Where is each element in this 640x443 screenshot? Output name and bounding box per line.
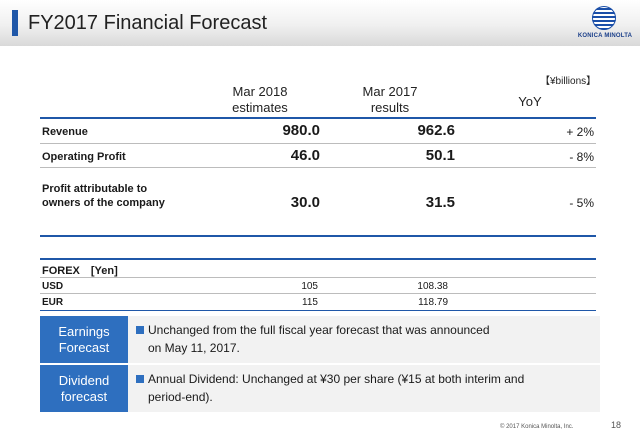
- logo-text: KONICA MINOLTA: [577, 33, 633, 39]
- row-label-profit-attributable: Profit attributable to owners of the com…: [42, 182, 165, 210]
- table-top-rule: [40, 117, 596, 119]
- earnings-forecast-text-line2: on May 11, 2017.: [148, 341, 240, 355]
- row-label-revenue: Revenue: [42, 126, 88, 138]
- forex-divider: [40, 277, 596, 278]
- row-label-line2: owners of the company: [42, 197, 165, 209]
- profit-attributable-result: 31.5: [425, 194, 455, 211]
- col-head-estimates-line1: Mar 2018: [232, 84, 288, 99]
- operating-profit-yoy: - 8%: [569, 150, 594, 164]
- revenue-yoy: + 2%: [566, 125, 594, 139]
- dividend-forecast-box: Dividend forecast Annual Dividend: Uncha…: [40, 365, 600, 412]
- row-divider: [40, 167, 596, 168]
- profit-attributable-yoy: - 5%: [569, 196, 594, 210]
- revenue-estimate: 980.0: [282, 122, 320, 139]
- earnings-forecast-label: Earnings Forecast: [40, 316, 128, 363]
- revenue-result: 962.6: [417, 122, 455, 139]
- dividend-forecast-text: Annual Dividend: Unchanged at ¥30 per sh…: [148, 370, 588, 406]
- col-head-results: Mar 2017 results: [340, 84, 440, 116]
- forex-label-eur: EUR: [42, 297, 64, 308]
- operating-profit-result: 50.1: [425, 147, 455, 164]
- earnings-forecast-box: Earnings Forecast Unchanged from the ful…: [40, 316, 600, 363]
- title-accent-bar: [12, 10, 18, 36]
- forex-top-rule: [40, 258, 596, 260]
- row-divider: [40, 143, 596, 144]
- forex-eur-estimate: 115: [302, 297, 318, 308]
- col-head-results-line1: Mar 2017: [362, 84, 418, 99]
- logo-globe-icon: [592, 6, 616, 30]
- dividend-forecast-label: Dividend forecast: [40, 365, 128, 412]
- dividend-forecast-label-line1: Dividend: [58, 372, 110, 388]
- col-head-yoy: YoY: [518, 94, 542, 109]
- square-bullet-icon: [136, 326, 144, 334]
- forex-label-usd: USD: [42, 281, 64, 292]
- forex-usd-estimate: 105: [301, 281, 318, 292]
- company-logo: KONICA MINOLTA: [576, 6, 634, 42]
- row-label-line1: Profit attributable to: [42, 183, 148, 195]
- forex-eur-result: 118.79: [418, 297, 448, 308]
- table-bottom-rule: [40, 235, 596, 237]
- earnings-forecast-label-line1: Earnings: [58, 323, 110, 339]
- forex-divider: [40, 293, 596, 294]
- dividend-forecast-text-line2: period-end).: [148, 390, 213, 404]
- dividend-forecast-text-line1: Annual Dividend: Unchanged at ¥30 per sh…: [148, 372, 525, 386]
- title-bar: FY2017 Financial Forecast KONICA MINOLTA: [0, 0, 640, 46]
- operating-profit-estimate: 46.0: [290, 147, 320, 164]
- dividend-forecast-label-line2: forecast: [60, 388, 108, 404]
- forex-title: FOREX [Yen]: [42, 265, 118, 277]
- row-label-operating-profit: Operating Profit: [42, 151, 126, 163]
- unit-label: 【¥billions】: [540, 76, 597, 87]
- col-head-estimates: Mar 2018 estimates: [210, 84, 310, 116]
- square-bullet-icon: [136, 375, 144, 383]
- earnings-forecast-text: Unchanged from the full fiscal year fore…: [148, 321, 588, 357]
- page-number: 18: [611, 420, 622, 430]
- col-head-estimates-line2: estimates: [232, 100, 288, 115]
- col-head-results-line2: results: [370, 100, 410, 115]
- copyright: © 2017 Konica Minolta, Inc.: [500, 424, 574, 430]
- forex-usd-result: 108.38: [417, 281, 448, 292]
- profit-attributable-estimate: 30.0: [290, 194, 320, 211]
- forex-bottom-rule: [40, 310, 596, 311]
- earnings-forecast-text-line1: Unchanged from the full fiscal year fore…: [148, 323, 490, 337]
- page-title: FY2017 Financial Forecast: [28, 12, 268, 34]
- earnings-forecast-label-line2: Forecast: [58, 339, 110, 355]
